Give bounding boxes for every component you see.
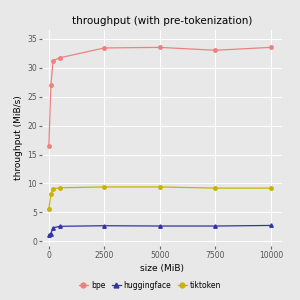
huggingface: [269, 224, 273, 227]
Line: huggingface: huggingface: [47, 224, 273, 237]
bpe: [214, 49, 217, 52]
tiktoken: [49, 192, 53, 196]
huggingface: [49, 232, 53, 235]
tiktoken: [158, 185, 162, 189]
bpe: [49, 83, 53, 87]
tiktoken: [58, 186, 61, 190]
tiktoken: [102, 185, 106, 189]
bpe: [47, 144, 51, 148]
Line: tiktoken: tiktoken: [47, 185, 273, 211]
tiktoken: [47, 207, 51, 211]
Title: throughput (with pre-tokenization): throughput (with pre-tokenization): [72, 16, 252, 26]
huggingface: [214, 224, 217, 228]
bpe: [102, 46, 106, 50]
huggingface: [158, 224, 162, 228]
Line: bpe: bpe: [47, 46, 273, 148]
huggingface: [51, 226, 55, 230]
huggingface: [102, 224, 106, 227]
huggingface: [47, 233, 51, 237]
tiktoken: [269, 186, 273, 190]
X-axis label: size (MiB): size (MiB): [140, 264, 184, 273]
tiktoken: [214, 186, 217, 190]
bpe: [158, 46, 162, 49]
bpe: [51, 59, 55, 62]
Legend: bpe, huggingface, tiktoken: bpe, huggingface, tiktoken: [76, 278, 224, 293]
tiktoken: [51, 187, 55, 190]
Y-axis label: throughput (MiB/s): throughput (MiB/s): [14, 96, 23, 180]
bpe: [269, 46, 273, 49]
bpe: [58, 56, 61, 60]
huggingface: [58, 224, 61, 228]
